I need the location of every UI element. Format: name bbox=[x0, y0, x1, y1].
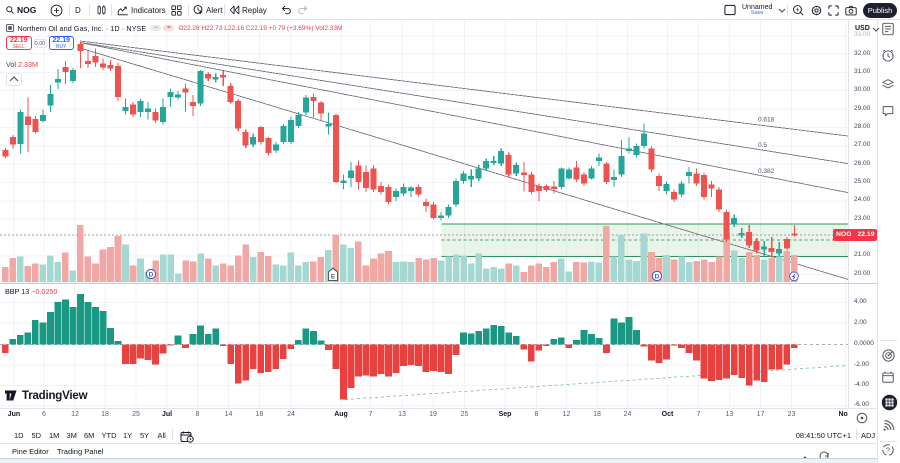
svg-text:0.382: 0.382 bbox=[758, 168, 775, 175]
svg-text:D: D bbox=[655, 273, 660, 280]
svg-text:0.618: 0.618 bbox=[758, 117, 775, 124]
svg-text:?: ? bbox=[886, 446, 890, 455]
svg-text:D: D bbox=[149, 271, 154, 278]
svg-text:0.5: 0.5 bbox=[758, 142, 767, 149]
svg-text:E: E bbox=[331, 274, 336, 281]
